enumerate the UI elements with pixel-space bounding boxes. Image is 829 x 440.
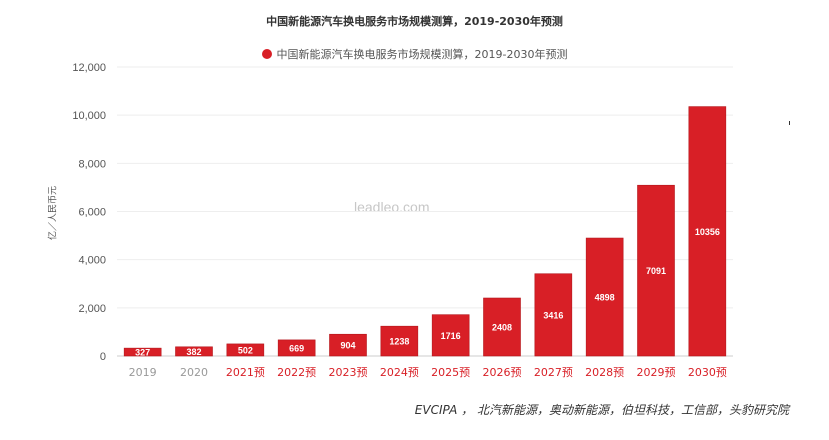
source-note: EVCIPA ， 北汽新能源，奥动新能源，伯坦科技，工信部，头豹研究院 [414, 403, 789, 417]
y-tick-label: 10,000 [72, 110, 106, 122]
bar [483, 297, 521, 357]
bar [534, 273, 573, 357]
data-label: 904 [340, 341, 355, 351]
legend-marker [261, 49, 272, 59]
bar [637, 184, 675, 357]
data-label: 1716 [441, 331, 461, 341]
data-label: 3416 [543, 310, 563, 320]
data-label: 382 [186, 347, 201, 357]
data-label: 1238 [389, 337, 409, 347]
bar [431, 314, 470, 357]
bar [175, 346, 213, 357]
data-label: 669 [289, 343, 304, 353]
y-tick-label: 2,000 [78, 303, 106, 315]
y-tick-label: 0 [100, 351, 106, 363]
data-label: 2408 [492, 323, 512, 333]
data-label: 327 [135, 348, 150, 358]
y-tick-label: 6,000 [78, 207, 106, 219]
x-tick-label: 2027预 [534, 366, 573, 379]
x-tick-label: 2022预 [277, 366, 316, 379]
legend-label: 中国新能源汽车换电服务市场规模测算，2019-2030年预测 [276, 48, 568, 61]
stray-mark [789, 121, 790, 125]
bar [277, 339, 316, 357]
data-label: 7091 [646, 266, 666, 276]
x-tick-label: 2021预 [226, 366, 265, 379]
data-label: 10356 [695, 227, 720, 237]
data-label: 502 [238, 346, 253, 356]
x-tick-label: 2025预 [431, 366, 470, 379]
x-tick-label: 2019 [129, 366, 157, 379]
bar [123, 347, 162, 357]
x-tick-label: 2029预 [637, 366, 676, 379]
x-tick-label: 2023预 [329, 366, 368, 379]
chart-title: 中国新能源汽车换电服务市场规模测算，2019-2030年预测 [266, 15, 563, 28]
x-tick-label: 2024预 [380, 366, 419, 379]
x-tick-label: 2030预 [688, 366, 727, 379]
chart-legend[interactable]: 中国新能源汽车换电服务市场规模测算，2019-2030年预测 [0, 46, 829, 62]
x-tick-label: 2020 [180, 366, 208, 379]
data-label: 4898 [595, 293, 615, 303]
y-tick-label: 4,000 [78, 255, 106, 267]
bar [688, 106, 727, 357]
bar [329, 333, 367, 357]
x-tick-label: 2026预 [483, 366, 522, 379]
x-tick-label: 2028预 [585, 366, 624, 379]
bar [226, 343, 265, 357]
y-tick-label: 12,000 [72, 62, 106, 74]
bar [585, 237, 624, 357]
bar [380, 325, 419, 357]
y-tick-label: 8,000 [78, 158, 106, 170]
